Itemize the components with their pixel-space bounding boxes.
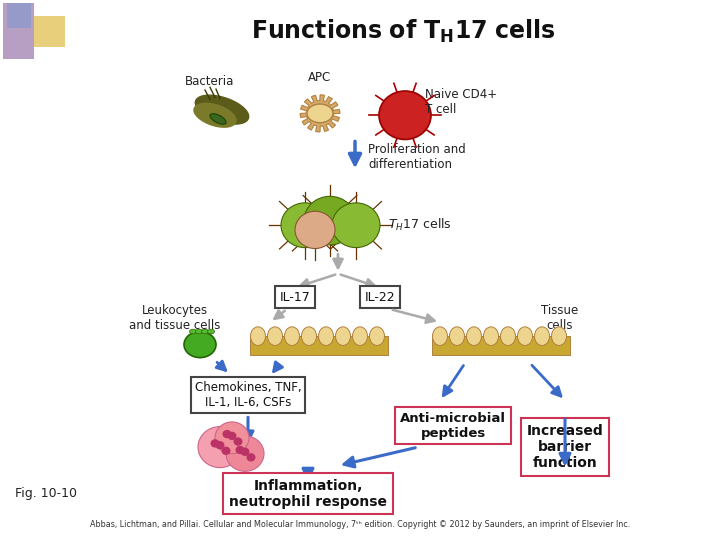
- FancyBboxPatch shape: [35, 16, 65, 46]
- Ellipse shape: [189, 329, 197, 334]
- Ellipse shape: [284, 327, 300, 346]
- Ellipse shape: [202, 329, 209, 334]
- Ellipse shape: [534, 327, 549, 346]
- Circle shape: [332, 203, 380, 248]
- Ellipse shape: [268, 327, 282, 346]
- Circle shape: [215, 441, 225, 449]
- Ellipse shape: [552, 327, 567, 346]
- Circle shape: [304, 197, 356, 245]
- Text: Proliferation and
differentiation: Proliferation and differentiation: [368, 143, 466, 171]
- Circle shape: [222, 430, 232, 438]
- Ellipse shape: [518, 327, 533, 346]
- Circle shape: [198, 427, 242, 468]
- Text: Naive CD4+
T cell: Naive CD4+ T cell: [425, 88, 497, 116]
- Circle shape: [240, 448, 250, 456]
- Polygon shape: [195, 95, 248, 124]
- FancyBboxPatch shape: [250, 336, 388, 355]
- Text: IL-17: IL-17: [279, 291, 310, 303]
- Circle shape: [210, 439, 220, 448]
- Ellipse shape: [484, 327, 498, 346]
- Text: Abbas, Lichtman, and Pillai. Cellular and Molecular Immunology, 7ᵗʰ edition. Cop: Abbas, Lichtman, and Pillai. Cellular an…: [90, 519, 630, 529]
- Text: $\mathbf{Functions\ of\ T_H17\ cells}$: $\mathbf{Functions\ of\ T_H17\ cells}$: [251, 17, 556, 45]
- Text: Tissue
cells: Tissue cells: [541, 305, 579, 333]
- Text: Chemokines, TNF,
IL-1, IL-6, CSFs: Chemokines, TNF, IL-1, IL-6, CSFs: [194, 381, 301, 409]
- Circle shape: [235, 446, 245, 454]
- Circle shape: [228, 431, 236, 440]
- Circle shape: [215, 422, 249, 454]
- FancyBboxPatch shape: [7, 3, 31, 28]
- Circle shape: [246, 453, 256, 462]
- FancyBboxPatch shape: [432, 336, 570, 355]
- Text: APC: APC: [308, 71, 332, 84]
- Polygon shape: [194, 103, 236, 127]
- Circle shape: [379, 91, 431, 139]
- Ellipse shape: [369, 327, 384, 346]
- Polygon shape: [300, 95, 340, 132]
- Ellipse shape: [307, 104, 333, 123]
- Text: Increased
barrier
function: Increased barrier function: [526, 424, 603, 470]
- Circle shape: [281, 203, 329, 248]
- Ellipse shape: [336, 327, 351, 346]
- Ellipse shape: [251, 327, 266, 346]
- Ellipse shape: [207, 329, 215, 334]
- Circle shape: [222, 447, 230, 455]
- Ellipse shape: [467, 327, 482, 346]
- Text: Anti-microbial
peptides: Anti-microbial peptides: [400, 411, 506, 440]
- Ellipse shape: [184, 332, 216, 357]
- Ellipse shape: [196, 329, 202, 334]
- Ellipse shape: [449, 327, 464, 346]
- Ellipse shape: [433, 327, 448, 346]
- Circle shape: [233, 437, 243, 446]
- Ellipse shape: [500, 327, 516, 346]
- FancyBboxPatch shape: [4, 3, 35, 59]
- Ellipse shape: [210, 114, 226, 124]
- Circle shape: [295, 211, 335, 248]
- Ellipse shape: [302, 327, 317, 346]
- Ellipse shape: [318, 327, 333, 346]
- Circle shape: [226, 436, 264, 471]
- Text: Fig. 10-10: Fig. 10-10: [15, 487, 77, 500]
- Ellipse shape: [353, 327, 367, 346]
- Text: IL-22: IL-22: [365, 291, 395, 303]
- Text: $T_H$17 cells: $T_H$17 cells: [388, 217, 452, 233]
- Text: Leukocytes
and tissue cells: Leukocytes and tissue cells: [130, 305, 221, 333]
- Text: Bacteria: Bacteria: [185, 75, 235, 88]
- Text: Inflammation,
neutrophil response: Inflammation, neutrophil response: [229, 478, 387, 509]
